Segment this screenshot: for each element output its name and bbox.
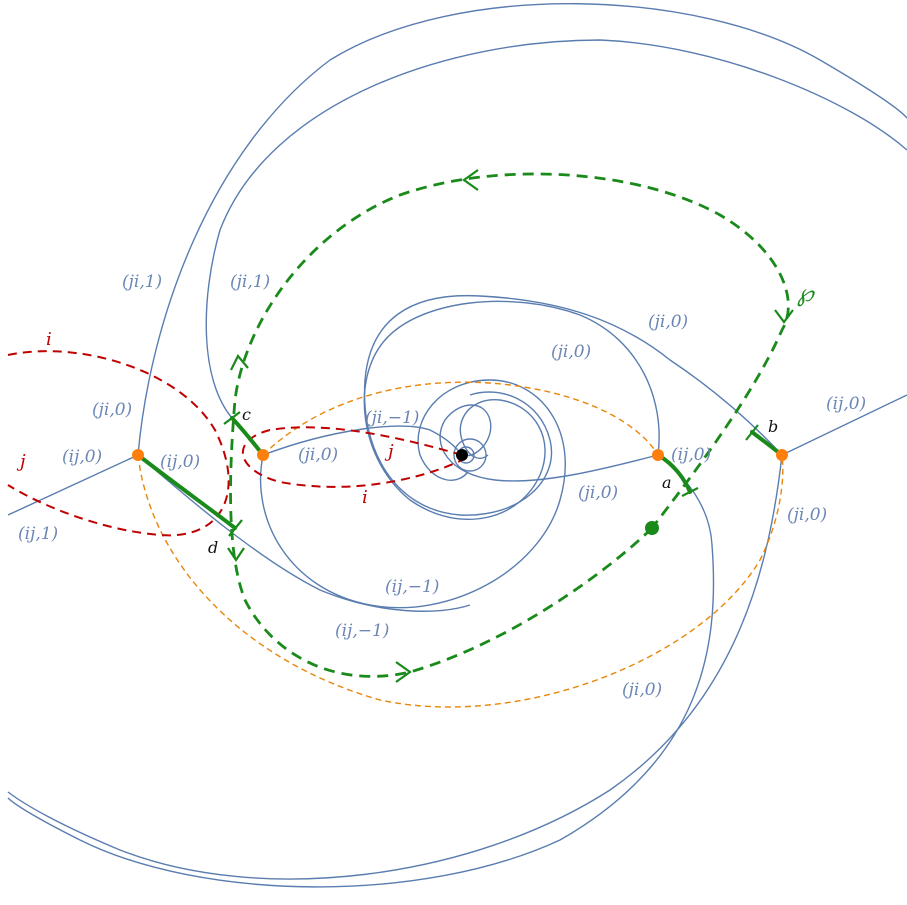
branch-cut-center [241, 426, 463, 488]
wall-inner-spiral-2 [439, 404, 659, 482]
arrow-left [230, 354, 249, 371]
wall-outer-lower-2 [7, 544, 715, 888]
segment-label-d: d [208, 538, 218, 557]
wall-label: (ij,0) [671, 445, 711, 465]
sheet-label-j-center: j [384, 441, 394, 462]
sheet-label-i-top: i [46, 329, 52, 350]
wall-center-left-spiral [259, 379, 566, 609]
branch-point-left [132, 449, 144, 461]
wall-center-left-ji0 [262, 425, 463, 456]
wall-label: (ij,0) [160, 452, 200, 472]
cycle-lower [137, 454, 784, 708]
sheet-label-j-left: j [16, 451, 26, 472]
wall-label: (ji,0) [622, 680, 662, 700]
wall-label: (ji,0) [551, 342, 591, 362]
wall-right-ij0 [781, 394, 907, 456]
detour-path [136, 169, 794, 683]
cycle-upper [262, 381, 659, 456]
wall-label: (ij,0) [62, 447, 102, 467]
puncture-dot [456, 449, 468, 461]
path-label: ℘ [797, 279, 815, 307]
path-main [229, 172, 790, 678]
segment-b [750, 430, 784, 457]
wall-label: (ji,−1) [365, 408, 419, 428]
wall-label: (ji,0) [298, 445, 338, 465]
wall-label: (ji,0) [578, 483, 618, 503]
wall-label: (ij,−1) [385, 577, 439, 597]
tick-b [745, 424, 759, 441]
wall-labels: (ji,1) (ji,1) (ji,0) (ji,0) (ij,0) (ji,0… [18, 272, 866, 700]
wall-right-ji0 [363, 294, 783, 516]
segment-d [136, 453, 237, 530]
branch-cuts [7, 350, 463, 537]
base-point-dot [645, 521, 659, 535]
wall-outer-spiral-2 [205, 39, 907, 419]
wall-inner-spiral-1 [363, 300, 660, 520]
wall-outer-lower-1 [7, 454, 783, 880]
tick-c [223, 411, 241, 425]
wall-left-ij1 [7, 454, 139, 516]
wall-inner-ring-1 [453, 438, 487, 472]
sheet-label-i-center: i [362, 487, 368, 508]
branch-cut-left [7, 350, 230, 537]
wall-label: (ji,0) [648, 312, 688, 332]
tick-a [681, 487, 699, 497]
wall-label: (ij,0) [826, 394, 866, 414]
segment-labels: a b c d [208, 405, 778, 557]
sheet-labels: i j j i [16, 329, 394, 508]
cycles [137, 381, 784, 708]
wall-label: (ji,0) [787, 505, 827, 525]
segment-label-c: c [242, 405, 251, 424]
wall-label: (ij,1) [18, 524, 58, 544]
arrow-right [774, 309, 794, 324]
wall-label: (ji,1) [122, 272, 162, 292]
branch-point-center-right [652, 449, 664, 461]
walls [7, 3, 907, 888]
wall-label: (ij,−1) [335, 621, 389, 641]
wall-left-ij0 [137, 454, 471, 612]
branch-point-center-left [257, 449, 269, 461]
arrow-bottom [395, 661, 412, 683]
arrow-top [462, 169, 479, 191]
wall-label: (ji,0) [92, 400, 132, 420]
wall-outer-spiral-1 [137, 3, 907, 456]
tick-d [228, 519, 243, 537]
branch-point-right [776, 449, 788, 461]
arrow-bottom-left [227, 547, 245, 562]
wall-inner-right-down [657, 454, 713, 546]
points [132, 449, 788, 535]
wall-label: (ji,1) [230, 272, 270, 292]
segment-label-a: a [662, 473, 672, 492]
segment-label-b: b [768, 417, 778, 436]
